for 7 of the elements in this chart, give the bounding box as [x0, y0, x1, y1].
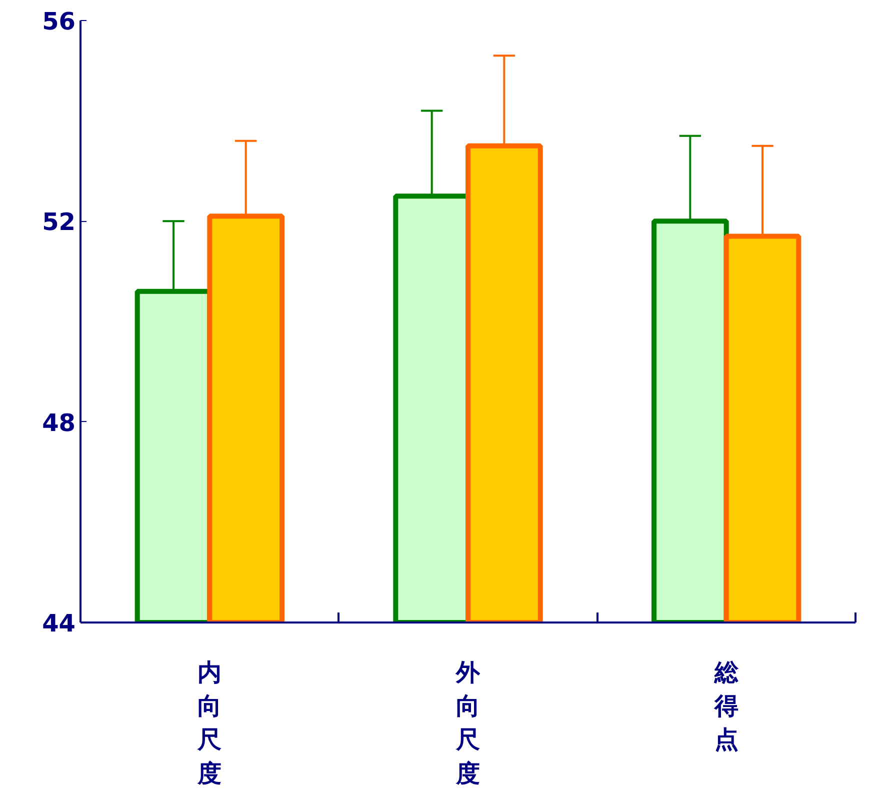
y-tick-label: 52: [42, 208, 76, 236]
y-tick-label: 44: [42, 610, 76, 638]
x-tick-label: 外向尺度: [455, 658, 481, 788]
y-tick-label: 48: [42, 408, 76, 437]
y-tick-label: 56: [42, 8, 76, 36]
x-tick-label: 総得点: [713, 658, 740, 754]
x-tick-label: 内向尺度: [196, 658, 222, 788]
